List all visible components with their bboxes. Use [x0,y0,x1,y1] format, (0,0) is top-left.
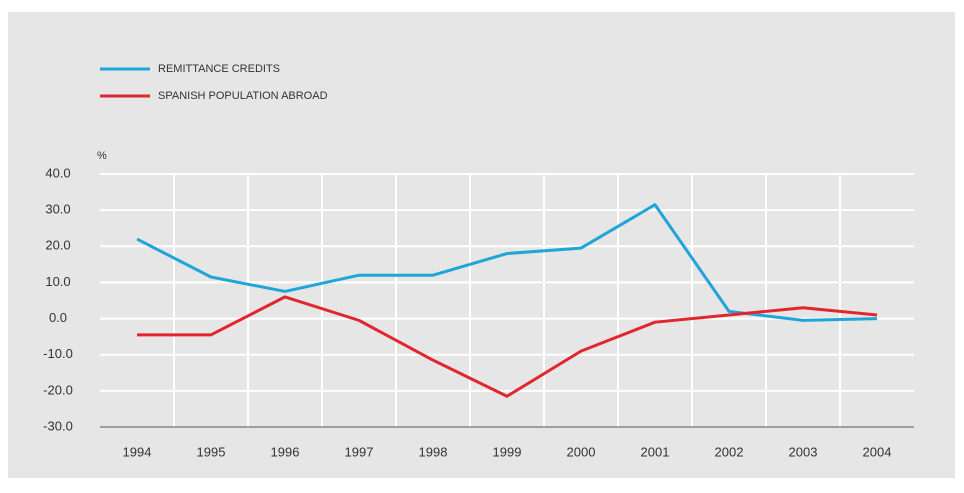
y-tick-label: 0.0 [49,310,67,325]
x-tick-label: 1999 [493,444,522,459]
y-tick-label: -30.0 [43,418,73,433]
series-line [137,295,878,398]
x-tick-label: 1996 [271,444,300,459]
series-line [136,203,878,322]
legend-label: REMITTANCE CREDITS [158,63,280,75]
x-tick-label: 1997 [345,444,374,459]
x-tick-label: 2002 [715,444,744,459]
x-tick-label: 2000 [567,444,596,459]
y-tick-label: -20.0 [43,382,73,397]
x-tick-label: 1995 [197,444,226,459]
x-tick-label: 2001 [641,444,670,459]
panel [8,12,955,478]
y-tick-label: 30.0 [45,202,70,217]
y-tick-label: -10.0 [43,346,73,361]
x-tick-label: 2004 [863,444,892,459]
x-tick-label: 2003 [789,444,818,459]
x-tick-label: 1994 [123,444,152,459]
y-tick-label: 40.0 [45,165,70,180]
y-axis-label: % [97,150,107,162]
x-tick-label: 1998 [419,444,448,459]
y-tick-label: 20.0 [45,238,70,253]
y-tick-label: 10.0 [45,274,70,289]
legend-label: SPANISH POPULATION ABROAD [158,90,328,102]
